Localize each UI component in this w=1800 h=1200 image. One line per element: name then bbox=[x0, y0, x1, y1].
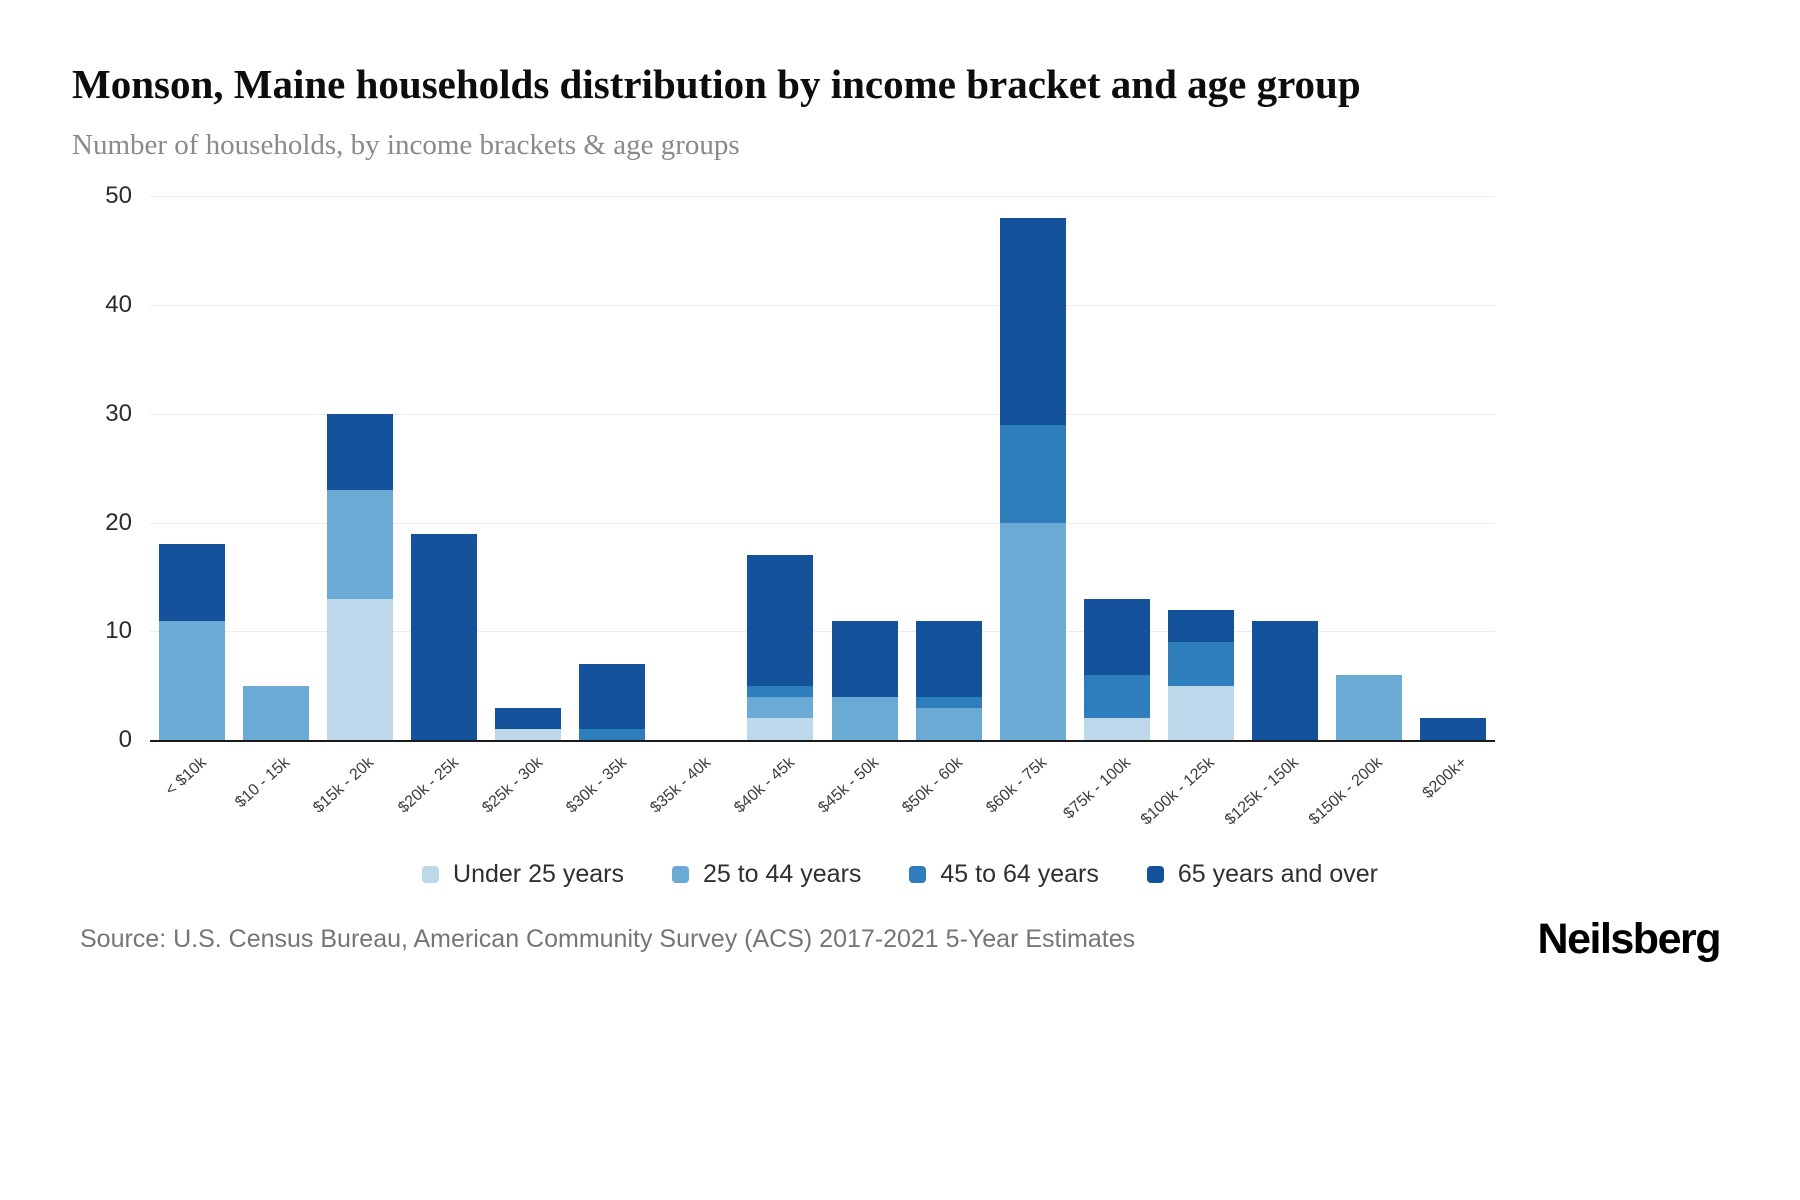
x-axis-tick-label: $40k - 45k bbox=[730, 754, 798, 817]
chart: 0 10 20 30 40 50 < $10k $10 - 15k $15k - 20k $20k… bbox=[105, 184, 1495, 829]
bar-segment bbox=[327, 413, 394, 490]
x-axis-tick-label: $30k - 35k bbox=[562, 754, 630, 817]
bar-segment bbox=[1083, 674, 1150, 719]
stacked-bar bbox=[915, 620, 982, 741]
y-axis-tick-label: 20 bbox=[105, 508, 132, 536]
stacked-bar bbox=[411, 533, 478, 741]
bar-segment bbox=[999, 424, 1066, 523]
stacked-bar bbox=[1335, 674, 1402, 741]
legend-label: 25 to 44 years bbox=[702, 860, 862, 889]
chart-subtitle: Number of households, by income brackets… bbox=[72, 129, 740, 162]
bar-segment bbox=[915, 696, 982, 708]
bar-segment bbox=[1083, 598, 1150, 675]
x-axis-tick-label: $10 - 15k bbox=[232, 754, 294, 812]
bar-segment bbox=[327, 598, 394, 741]
gridline bbox=[150, 196, 1495, 198]
gridline bbox=[150, 413, 1495, 415]
x-axis-tick-label: < $10k bbox=[162, 754, 210, 800]
stacked-bar bbox=[1419, 718, 1486, 741]
bar-segment bbox=[495, 707, 562, 730]
bar-segment bbox=[1251, 620, 1318, 741]
x-axis-tick-label: $15k - 20k bbox=[310, 754, 378, 817]
bar-segment bbox=[579, 664, 646, 730]
stacked-bar bbox=[159, 544, 226, 741]
bar-segment bbox=[747, 696, 814, 719]
bar-segment bbox=[1167, 685, 1234, 741]
legend-item: Under 25 years bbox=[422, 860, 624, 889]
bar-segment bbox=[747, 718, 814, 741]
stacked-bar bbox=[1083, 598, 1150, 741]
bar-segment bbox=[1335, 674, 1402, 741]
x-axis-tick-label: $60k - 75k bbox=[983, 754, 1051, 817]
x-axis-tick-label: $35k - 40k bbox=[646, 754, 714, 817]
y-axis-tick-label: 10 bbox=[105, 617, 132, 645]
bar-segment bbox=[1419, 718, 1486, 741]
x-axis-tick-label: $75k - 100k bbox=[1060, 754, 1135, 823]
chart-title: Monson, Maine households distribution by… bbox=[72, 61, 1361, 107]
legend-label: 65 years and over bbox=[1177, 860, 1378, 889]
bar-segment bbox=[747, 685, 814, 697]
y-axis-tick-label: 50 bbox=[105, 182, 132, 210]
stacked-bar bbox=[579, 664, 646, 741]
legend-swatch bbox=[422, 866, 440, 884]
stacked-bar bbox=[1167, 609, 1234, 741]
x-axis-tick-label: $150k - 200k bbox=[1306, 754, 1387, 829]
legend-label: Under 25 years bbox=[453, 860, 624, 889]
stacked-bar bbox=[999, 218, 1066, 741]
bar-segment bbox=[411, 533, 478, 741]
legend-swatch bbox=[671, 866, 689, 884]
plot-area: 0 10 20 30 40 50 < $10k $10 - 15k $15k - 20k $20k… bbox=[105, 184, 1495, 829]
y-axis-tick-label: 30 bbox=[105, 399, 132, 427]
stacked-bar bbox=[243, 685, 310, 741]
legend: Under 25 years 25 to 44 years 45 to 64 yea… bbox=[0, 860, 1800, 889]
x-axis-tick-label: $20k - 25k bbox=[394, 754, 462, 817]
legend-swatch bbox=[1146, 866, 1164, 884]
bar-segment bbox=[243, 685, 310, 741]
y-axis-tick-label: 0 bbox=[118, 726, 132, 754]
legend-swatch bbox=[909, 866, 927, 884]
bar-segment bbox=[747, 555, 814, 686]
footer: Source: U.S. Census Bureau, American Com… bbox=[80, 915, 1722, 964]
bar-segment bbox=[999, 522, 1066, 741]
x-axis-tick-label: $125k - 150k bbox=[1222, 754, 1303, 829]
source-text: Source: U.S. Census Bureau, American Com… bbox=[80, 925, 1136, 954]
bar-segment bbox=[915, 707, 982, 741]
legend-item: 25 to 44 years bbox=[671, 860, 862, 889]
x-axis-tick-label: $200k+ bbox=[1419, 754, 1471, 803]
x-axis-tick-label: $45k - 50k bbox=[815, 754, 882, 817]
gridline bbox=[150, 631, 1495, 633]
x-axis-tick-label: $50k - 60k bbox=[899, 754, 966, 817]
y-axis-tick-label: 40 bbox=[105, 291, 132, 319]
stacked-bar bbox=[747, 555, 814, 741]
x-axis-tick-label: $100k - 125k bbox=[1138, 754, 1219, 829]
bar-segment bbox=[915, 620, 982, 697]
brand-logo: Neilsberg bbox=[1537, 915, 1722, 964]
stacked-bar bbox=[327, 413, 394, 741]
stacked-bar bbox=[831, 620, 898, 741]
bar-segment bbox=[999, 218, 1066, 425]
stacked-bar bbox=[495, 707, 562, 741]
bar-segment bbox=[1083, 718, 1150, 741]
legend-label: 45 to 64 years bbox=[940, 860, 1099, 889]
bar-segment bbox=[579, 729, 646, 741]
bar-segment bbox=[159, 544, 226, 621]
bar-segment bbox=[159, 620, 226, 741]
bar-segment bbox=[327, 489, 394, 599]
legend-item: 45 to 64 years bbox=[909, 860, 1099, 889]
bar-segment bbox=[831, 620, 898, 697]
gridline bbox=[150, 305, 1495, 307]
bar-segment bbox=[1167, 609, 1234, 643]
stacked-bar bbox=[1251, 620, 1318, 741]
bar-segment bbox=[831, 696, 898, 741]
bar-segment bbox=[495, 729, 562, 741]
gridline bbox=[150, 522, 1495, 524]
legend-item: 65 years and over bbox=[1146, 860, 1378, 889]
bar-segment bbox=[1167, 642, 1234, 686]
x-axis-tick-label: $25k - 30k bbox=[478, 754, 546, 817]
